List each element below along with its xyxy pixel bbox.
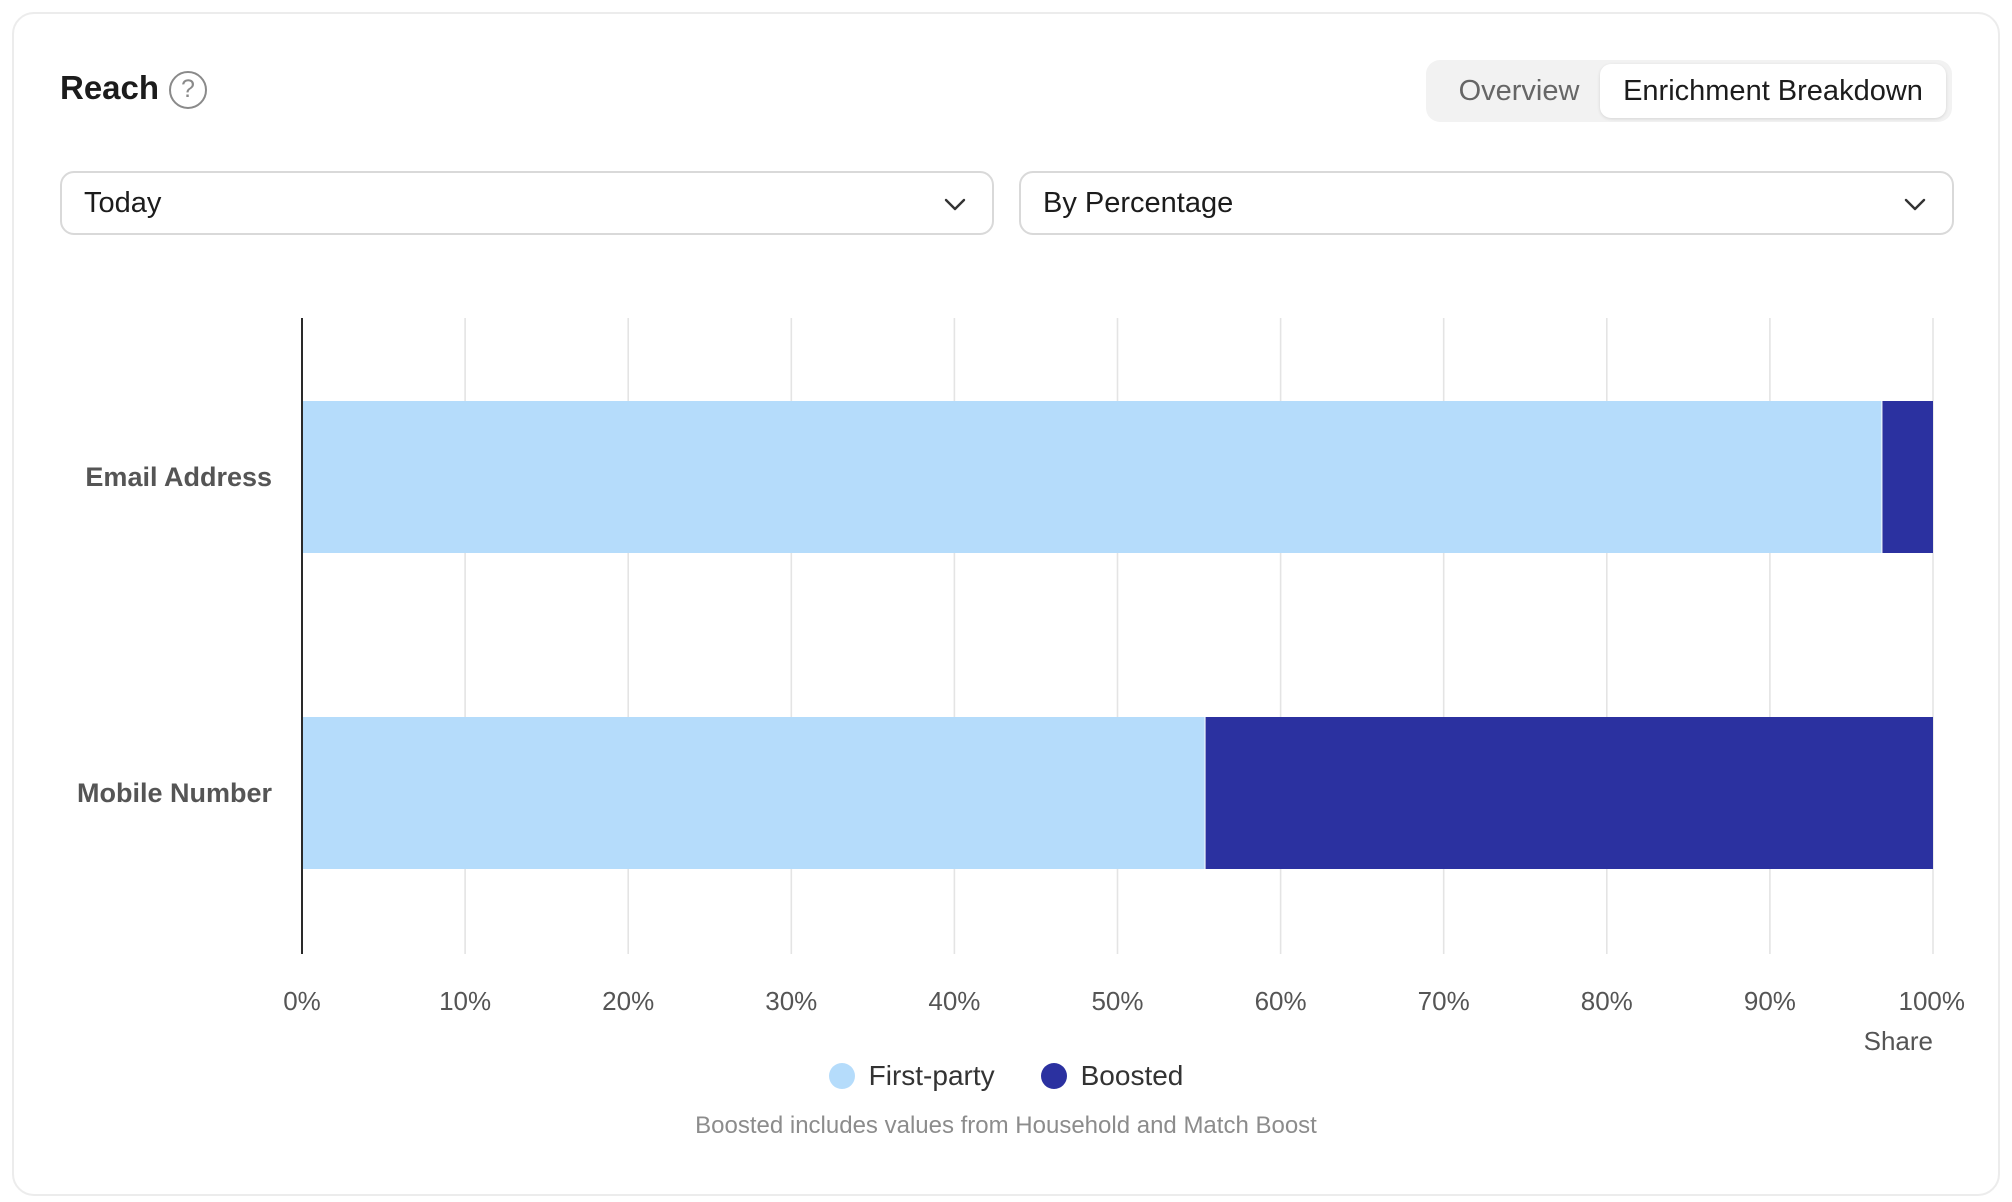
chevron-down-icon bbox=[944, 198, 966, 211]
card-title: Reach bbox=[60, 69, 160, 106]
legend-item[interactable]: First-party bbox=[828, 1058, 995, 1094]
help-circle-icon[interactable]: ? bbox=[169, 71, 207, 109]
legend-swatch bbox=[828, 1063, 855, 1089]
legend-label: Boosted bbox=[1080, 1060, 1184, 1091]
date-range-value: Today bbox=[84, 187, 162, 219]
tab-overview[interactable]: Overview bbox=[1458, 75, 1580, 107]
bar-boosted bbox=[1205, 717, 1933, 869]
x-axis-label: Share bbox=[1864, 1026, 1933, 1056]
y-category-label: Mobile Number bbox=[77, 778, 273, 808]
legend-swatch bbox=[1040, 1063, 1067, 1089]
bar-first-party bbox=[302, 717, 1205, 869]
x-tick-label: 80% bbox=[1581, 986, 1633, 1016]
x-tick-label: 20% bbox=[602, 986, 654, 1016]
x-tick-label: 60% bbox=[1255, 986, 1307, 1016]
bar-boosted bbox=[1882, 401, 1933, 553]
x-tick-label: 0% bbox=[283, 986, 321, 1016]
chevron-down-icon bbox=[1904, 198, 1926, 211]
chart-legend: First-party Boosted bbox=[0, 1058, 2012, 1094]
x-tick-label: 40% bbox=[928, 986, 980, 1016]
view-toggle: Overview Enrichment Breakdown bbox=[1426, 60, 1952, 122]
bar-first-party bbox=[302, 401, 1882, 553]
display-mode-select[interactable]: By Percentage bbox=[1019, 171, 1954, 235]
y-category-label: Email Address bbox=[85, 462, 272, 492]
legend-label: First-party bbox=[868, 1060, 995, 1091]
x-tick-label: 10% bbox=[439, 986, 491, 1016]
display-mode-value: By Percentage bbox=[1043, 187, 1234, 219]
x-tick-label: 70% bbox=[1418, 986, 1470, 1016]
tab-enrichment-breakdown[interactable]: Enrichment Breakdown bbox=[1600, 64, 1946, 118]
chart-footnote: Boosted includes values from Household a… bbox=[695, 1112, 1317, 1139]
date-range-select[interactable]: Today bbox=[60, 171, 994, 235]
x-tick-label: 50% bbox=[1091, 986, 1143, 1016]
x-tick-label: 90% bbox=[1744, 986, 1796, 1016]
x-tick-label: 30% bbox=[765, 986, 817, 1016]
legend-item[interactable]: Boosted bbox=[1040, 1058, 1184, 1094]
x-tick-label: 100% bbox=[1899, 986, 1966, 1016]
